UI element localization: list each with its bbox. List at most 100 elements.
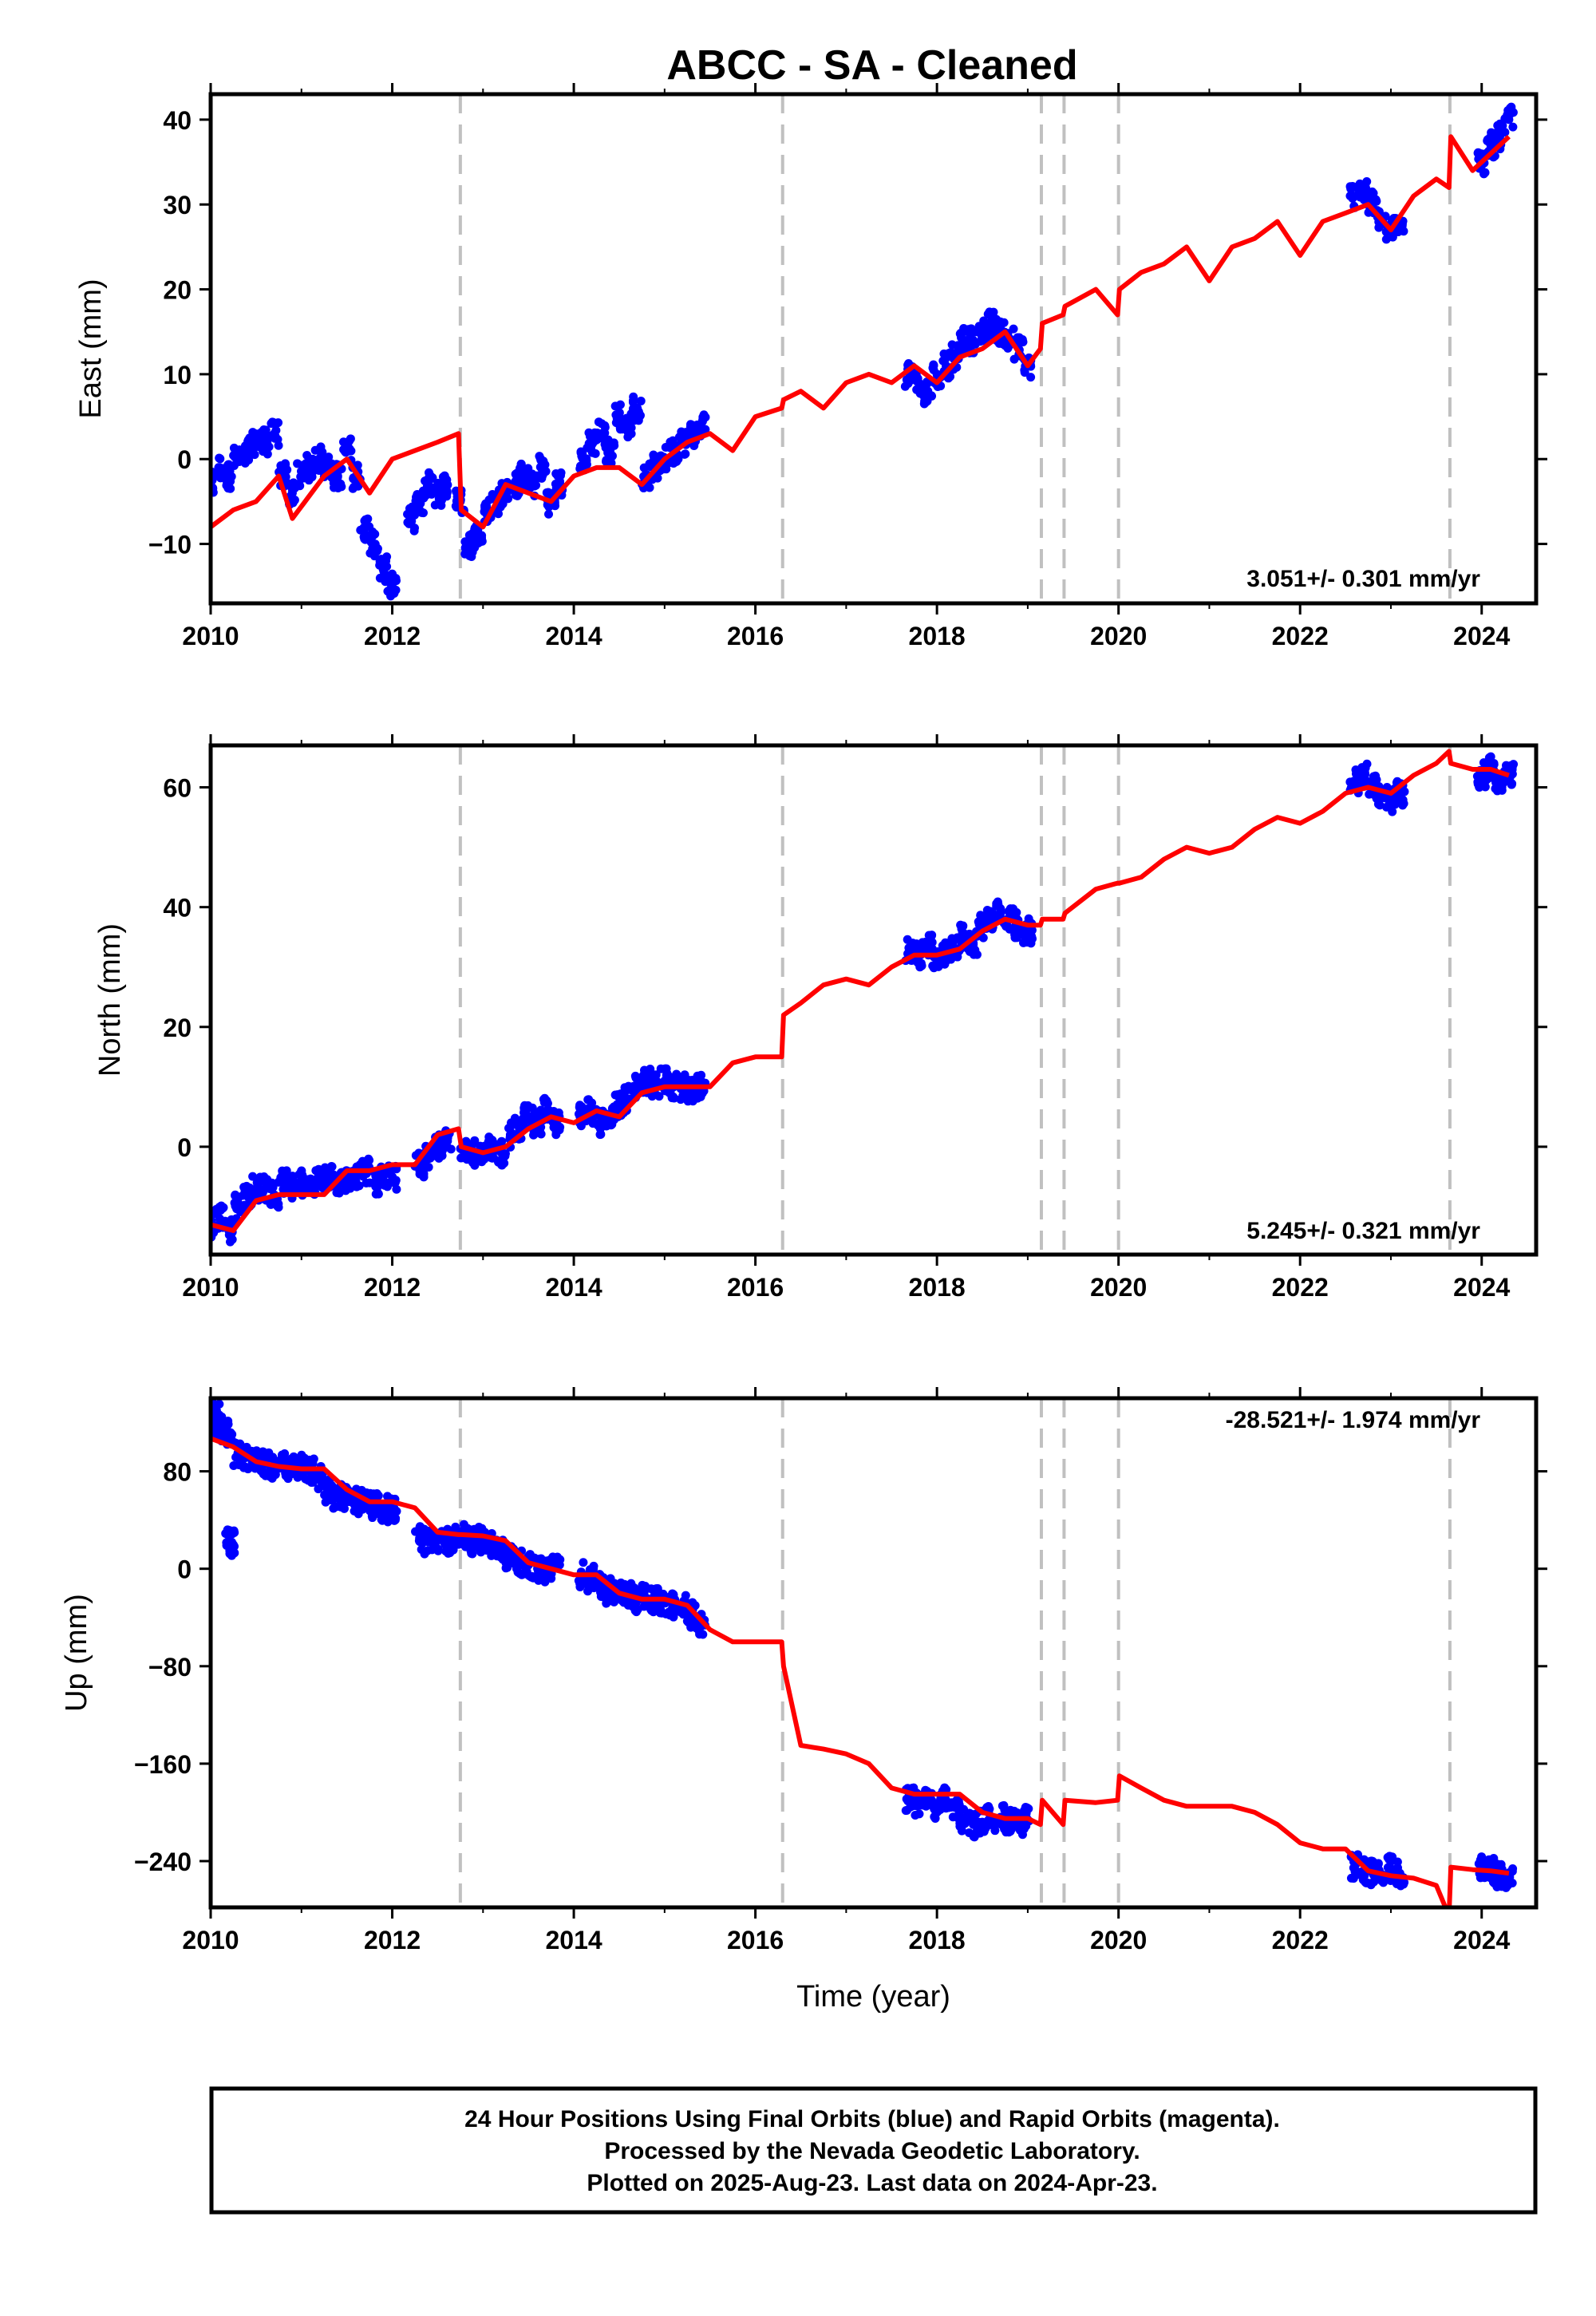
up-data-point <box>589 1561 598 1571</box>
north-data-point <box>1492 786 1502 796</box>
east-data-point <box>382 552 392 562</box>
east-data-point <box>685 422 695 432</box>
north-data-point <box>424 1162 433 1172</box>
up-x-tick-label: 2014 <box>545 1926 602 1954</box>
up-data-point <box>638 1587 647 1597</box>
east-data-point <box>276 460 286 470</box>
up-data-point <box>547 1574 556 1583</box>
north-data-point <box>613 1090 622 1100</box>
north-data-point <box>350 1172 360 1181</box>
north-data-point <box>995 911 1005 920</box>
north-data-point <box>1473 779 1483 788</box>
north-data-point <box>1507 765 1517 774</box>
east-data-point <box>994 323 1003 333</box>
east-y-tick-label: 30 <box>163 191 192 219</box>
north-data-point <box>1398 800 1408 810</box>
east-data-point <box>391 574 401 583</box>
north-data-point <box>326 1161 336 1171</box>
north-data-point <box>651 1070 661 1080</box>
east-data-point <box>437 500 446 510</box>
east-x-tick-label: 2022 <box>1272 622 1329 650</box>
north-data-point <box>555 1122 565 1132</box>
panel-up: 2010 2012 2014 2016 2018 2020 2022 2024 80 0 −80 −1… <box>60 1387 1547 2014</box>
north-data-point <box>437 1146 447 1156</box>
north-data-point <box>575 1105 585 1114</box>
east-data-point <box>1355 187 1365 196</box>
east-data-point <box>629 392 638 401</box>
north-data-point <box>497 1136 507 1146</box>
up-data-point <box>465 1525 475 1535</box>
north-data-point <box>231 1201 241 1211</box>
north-data-point <box>696 1092 705 1101</box>
footer-line-3: Plotted on 2025-Aug-23. Last data on 202… <box>587 2170 1157 2196</box>
east-data-point <box>1002 341 1012 350</box>
up-data-point <box>1496 1860 1506 1869</box>
east-data-point <box>697 421 706 431</box>
up-y-axis-label: Up (mm) <box>60 1594 93 1712</box>
north-data-point <box>926 931 936 941</box>
north-data-point <box>1001 922 1011 931</box>
up-data-point <box>1385 1855 1394 1864</box>
north-data-point <box>267 1178 277 1188</box>
up-data-point <box>433 1544 443 1554</box>
north-data-point <box>551 1130 561 1140</box>
north-data-point <box>1475 769 1484 779</box>
up-data-point <box>646 1584 656 1594</box>
east-data-point <box>375 573 385 583</box>
up-data-point <box>421 1534 431 1543</box>
north-data-point <box>371 1189 381 1199</box>
north-data-point <box>251 1188 260 1197</box>
east-data-point <box>649 452 658 461</box>
north-data-point <box>365 1156 374 1165</box>
up-data-point <box>629 1584 638 1594</box>
east-data-point <box>1371 195 1381 204</box>
up-data-point <box>695 1630 705 1639</box>
north-x-tick-label: 2010 <box>182 1273 239 1302</box>
east-data-point <box>427 483 437 492</box>
up-y-tick-label: 0 <box>177 1555 192 1584</box>
up-data-point <box>431 1533 440 1543</box>
east-data-point <box>523 478 533 488</box>
up-data-point <box>228 1540 238 1550</box>
east-data-point <box>1508 108 1518 117</box>
up-data-point <box>329 1492 338 1501</box>
east-data-point <box>544 509 554 519</box>
north-data-point <box>916 958 926 968</box>
east-data-point <box>420 489 429 499</box>
north-y-tick-label: 0 <box>177 1133 192 1162</box>
east-data-point <box>314 445 324 455</box>
up-x-tick-label: 2010 <box>182 1926 239 1954</box>
east-data-point <box>488 490 498 500</box>
up-data-point <box>1393 1857 1402 1867</box>
east-data-point <box>373 546 382 555</box>
up-x-tick-label: 2016 <box>727 1926 784 1954</box>
north-y-tick-label: 20 <box>163 1014 192 1042</box>
east-data-point <box>442 488 452 497</box>
north-data-point <box>638 1077 647 1086</box>
north-data-point <box>219 1203 228 1212</box>
up-data-point <box>1501 1877 1511 1887</box>
up-data-point <box>512 1554 521 1563</box>
east-data-point <box>1026 373 1036 382</box>
north-data-point <box>1489 758 1499 768</box>
north-data-point <box>1360 767 1369 777</box>
up-data-point <box>1012 1808 1021 1817</box>
east-data-point <box>626 423 636 433</box>
east-data-point <box>634 416 643 425</box>
east-data-point <box>322 456 331 465</box>
east-x-tick-label: 2024 <box>1453 622 1510 650</box>
up-data-point <box>492 1551 502 1561</box>
east-data-point <box>229 460 239 470</box>
north-data-point <box>1026 939 1036 948</box>
east-data-point <box>604 457 614 467</box>
east-data-point <box>540 460 550 469</box>
east-data-point <box>603 435 613 445</box>
east-frame <box>208 92 1539 606</box>
east-data-point <box>269 432 279 441</box>
up-data-point <box>974 1817 983 1827</box>
east-y-axis-label: East (mm) <box>74 279 108 418</box>
east-data-point <box>383 587 393 596</box>
up-data-point <box>657 1608 666 1618</box>
east-data-point <box>905 376 915 385</box>
north-data-point <box>446 1144 456 1154</box>
